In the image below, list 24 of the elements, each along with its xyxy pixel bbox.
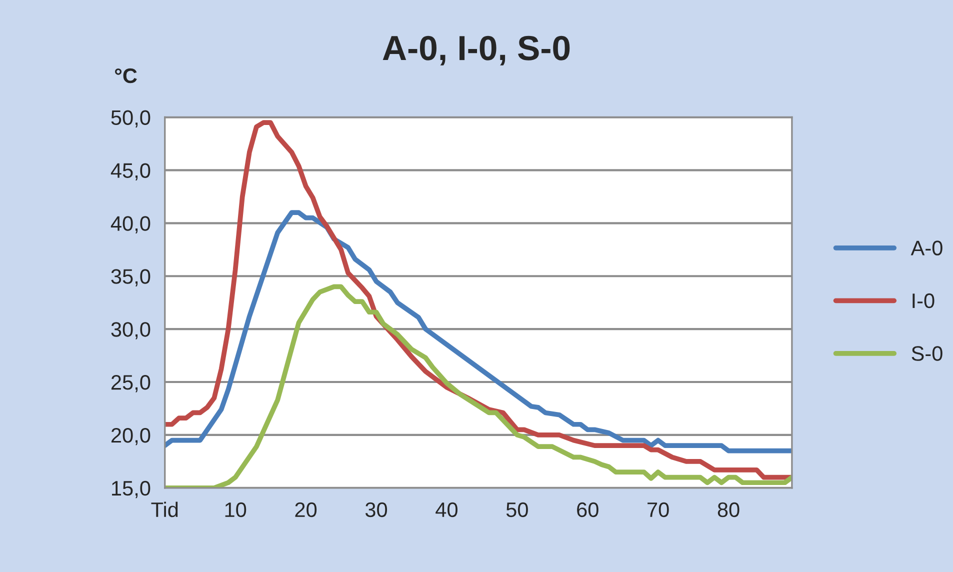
y-tick-label: 40,0 bbox=[110, 216, 150, 234]
y-tick-label: 50,0 bbox=[111, 110, 150, 128]
legend-label: S-0 bbox=[912, 346, 942, 361]
legend-label: A-0 bbox=[910, 240, 942, 256]
x-tick-label: 30 bbox=[365, 502, 388, 518]
y-axis-title: °C bbox=[115, 68, 137, 84]
y-tick-label: 25,0 bbox=[111, 375, 150, 392]
x-tick-label: 10 bbox=[225, 502, 246, 518]
line-series bbox=[164, 210, 792, 454]
y-tick-label: 35,0 bbox=[111, 269, 150, 286]
x-tick-label: 20 bbox=[295, 502, 317, 518]
y-tick-label: 15,0 bbox=[112, 480, 150, 498]
line-series bbox=[164, 120, 792, 480]
y-tick-label: 45,0 bbox=[110, 163, 150, 180]
x-tick-label: 80 bbox=[718, 502, 740, 518]
x-tick-label: Tid bbox=[151, 502, 178, 518]
legend-label: I-0 bbox=[912, 293, 934, 308]
x-tick-label: 60 bbox=[577, 502, 598, 518]
y-tick-label: 20,0 bbox=[111, 428, 150, 446]
chart-title: A-0, I-0, S-0 bbox=[382, 36, 570, 66]
x-tick-label: 70 bbox=[648, 502, 669, 518]
x-tick-label: 50 bbox=[506, 502, 528, 518]
x-tick-label: 40 bbox=[436, 502, 458, 518]
y-tick-label: 30,0 bbox=[111, 322, 150, 340]
